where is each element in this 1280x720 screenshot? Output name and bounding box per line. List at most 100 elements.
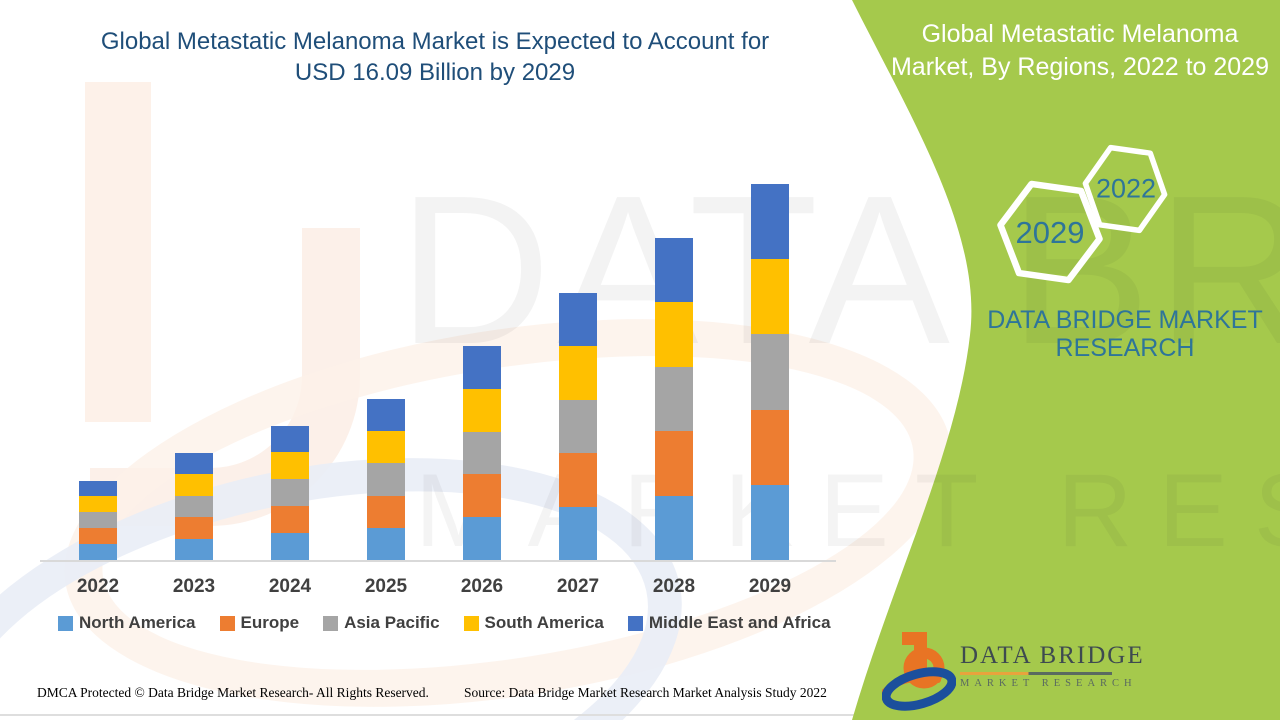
x-axis-label-2028: 2028 bbox=[652, 576, 696, 597]
bar-2029 bbox=[751, 184, 789, 560]
bar-segment-north-america bbox=[463, 517, 501, 560]
legend-label: South America bbox=[484, 613, 604, 632]
bar-segment-north-america bbox=[271, 533, 309, 560]
bar-segment-north-america bbox=[655, 495, 693, 560]
legend-label: Middle East and Africa bbox=[648, 613, 831, 632]
x-axis-label-2023: 2023 bbox=[172, 576, 216, 597]
legend-item-middle-east-and-africa: Middle East and Africa bbox=[627, 613, 831, 633]
brand-logo: DATA BRIDGE MARKET RESEARCH bbox=[882, 628, 1145, 712]
bar-segment-asia-pacific bbox=[367, 463, 405, 496]
source-text: Source: Data Bridge Market Research Mark… bbox=[464, 685, 827, 700]
brand-logo-name: DATA BRIDGE bbox=[960, 642, 1145, 669]
legend-item-north-america: North America bbox=[58, 613, 196, 633]
bar-segment-asia-pacific bbox=[655, 366, 693, 431]
hexagon-2022-label: 2022 bbox=[1095, 173, 1157, 204]
bar-2026 bbox=[463, 346, 501, 560]
bar-segment-south-america bbox=[271, 452, 309, 480]
bar-segment-europe bbox=[559, 453, 597, 507]
bar-segment-south-america bbox=[463, 388, 501, 432]
brand-caps-line1: DATA BRIDGE MARKET bbox=[987, 306, 1263, 334]
chart-title-line1: Global Metastatic Melanoma Market is Exp… bbox=[100, 28, 770, 55]
legend-item-asia-pacific: Asia Pacific bbox=[323, 613, 440, 633]
bar-segment-europe bbox=[175, 517, 213, 539]
panel-title: Global Metastatic Melanoma Market, By Re… bbox=[890, 18, 1270, 84]
bar-segment-europe bbox=[463, 474, 501, 518]
bar-segment-south-america bbox=[751, 259, 789, 335]
brand-caps-line2: RESEARCH bbox=[1055, 334, 1195, 362]
dmca-text: DMCA Protected © Data Bridge Market Rese… bbox=[37, 685, 429, 700]
x-axis-label-2029: 2029 bbox=[748, 576, 792, 597]
legend-label: North America bbox=[79, 613, 196, 632]
bar-2024 bbox=[271, 425, 309, 560]
x-axis-label-2025: 2025 bbox=[364, 576, 408, 597]
logo-notch bbox=[902, 632, 915, 645]
legend-label: Asia Pacific bbox=[344, 613, 440, 632]
legend-swatch-icon bbox=[627, 615, 643, 631]
bar-segment-middle-east-and-africa bbox=[559, 292, 597, 346]
legend-item-europe: Europe bbox=[219, 613, 300, 633]
legend-item-south-america: South America bbox=[463, 613, 604, 633]
bar-segment-europe bbox=[751, 409, 789, 485]
bar-segment-north-america bbox=[559, 506, 597, 560]
bar-segment-asia-pacific bbox=[79, 512, 117, 529]
x-axis-label-2024: 2024 bbox=[268, 576, 312, 597]
bar-segment-europe bbox=[367, 495, 405, 528]
bar-2025 bbox=[367, 399, 405, 560]
legend-swatch-icon bbox=[323, 615, 339, 631]
bar-segment-south-america bbox=[559, 346, 597, 400]
brand-logo-icon bbox=[882, 632, 956, 711]
bar-2027 bbox=[559, 292, 597, 560]
bar-segment-south-america bbox=[79, 496, 117, 513]
chart-legend: North America Europe Asia Pacific South Ame… bbox=[58, 613, 831, 633]
chart-title-line2: USD 16.09 Billion by 2029 bbox=[294, 59, 576, 86]
bar-segment-europe bbox=[655, 431, 693, 496]
hexagon-2029-label: 2029 bbox=[1015, 215, 1085, 250]
bar-segment-asia-pacific bbox=[463, 431, 501, 475]
legend-swatch-icon bbox=[219, 615, 235, 631]
bar-segment-asia-pacific bbox=[751, 334, 789, 410]
bar-segment-middle-east-and-africa bbox=[751, 184, 789, 260]
bar-segment-middle-east-and-africa bbox=[271, 425, 309, 453]
bottom-divider bbox=[0, 714, 1280, 716]
bar-segment-europe bbox=[79, 528, 117, 545]
legend-swatch-icon bbox=[463, 615, 479, 631]
bar-segment-north-america bbox=[175, 538, 213, 560]
bar-segment-middle-east-and-africa bbox=[79, 480, 117, 497]
bar-segment-middle-east-and-africa bbox=[463, 346, 501, 389]
x-axis-label-2022: 2022 bbox=[76, 576, 120, 597]
bar-segment-north-america bbox=[79, 544, 117, 560]
brand-logo-tagline: MARKET RESEARCH bbox=[960, 677, 1137, 689]
bar-segment-south-america bbox=[655, 302, 693, 367]
bar-segment-north-america bbox=[367, 527, 405, 560]
legend-label: Europe bbox=[240, 613, 300, 632]
bar-2022 bbox=[79, 480, 117, 560]
brand-logo-divider bbox=[960, 672, 1112, 675]
x-axis-line bbox=[40, 560, 836, 562]
legend-swatch-icon bbox=[58, 615, 73, 631]
logo-blue-swoosh bbox=[882, 667, 956, 711]
x-axis-label-2027: 2027 bbox=[556, 576, 600, 597]
bar-segment-middle-east-and-africa bbox=[175, 452, 213, 474]
bar-segment-north-america bbox=[751, 484, 789, 560]
bar-segment-middle-east-and-africa bbox=[655, 237, 693, 302]
bar-segment-middle-east-and-africa bbox=[367, 399, 405, 432]
hexagons-icon bbox=[997, 144, 1168, 284]
bar-segment-south-america bbox=[175, 474, 213, 496]
hexagon-2029-icon bbox=[997, 180, 1103, 284]
bar-segment-asia-pacific bbox=[175, 495, 213, 517]
bar-segment-asia-pacific bbox=[559, 399, 597, 453]
bar-2028 bbox=[655, 237, 693, 560]
bar-segment-asia-pacific bbox=[271, 479, 309, 507]
panel-title-line1: Global Metastatic Melanoma bbox=[921, 20, 1239, 48]
bar-2023 bbox=[175, 452, 213, 560]
bar-segment-europe bbox=[271, 506, 309, 534]
brand-logo-texts: DATA BRIDGE MARKET RESEARCH bbox=[960, 642, 1145, 689]
brand-caps-text: DATA BRIDGE MARKET RESEARCH bbox=[950, 306, 1280, 362]
x-axis-label-2026: 2026 bbox=[460, 576, 504, 597]
green-panel-shape bbox=[852, 0, 1280, 720]
panel-title-line2: Market, By Regions, 2022 to 2029 bbox=[890, 53, 1269, 81]
chart-title: Global Metastatic Melanoma Market is Exp… bbox=[70, 26, 800, 88]
bar-segment-south-america bbox=[367, 431, 405, 464]
